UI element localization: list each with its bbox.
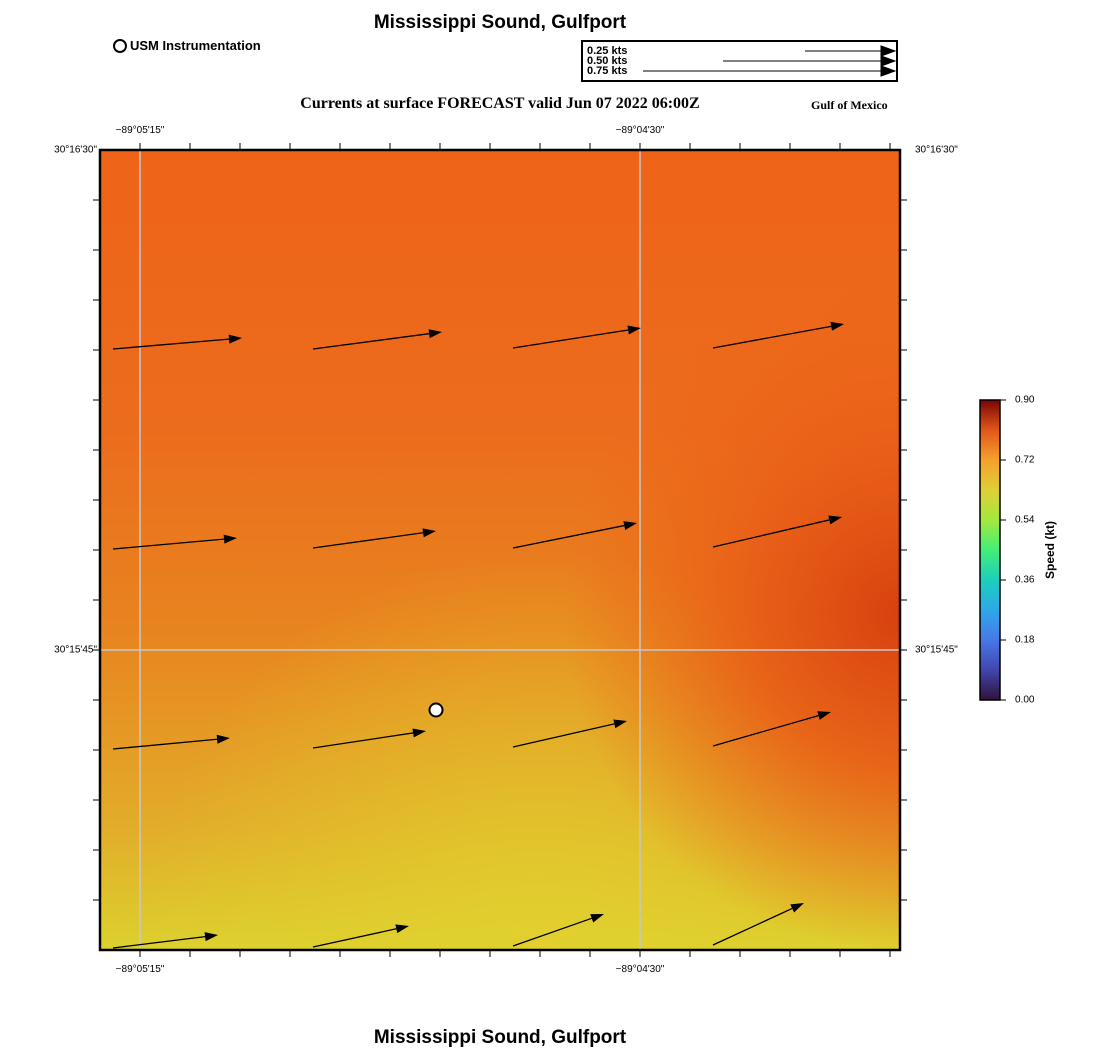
colorbar-ramp (979, 399, 1001, 701)
lon-label-top-1: −89°05'15" (115, 125, 165, 136)
current-vector-head (412, 728, 426, 738)
current-vector-shaft (512, 329, 629, 349)
current-vector-head (613, 719, 627, 729)
map-title: Mississippi Sound, Gulfport (373, 12, 627, 33)
vector-scale-arrowhead-1 (880, 45, 896, 57)
colorbar-tick-label: 0.90 (1015, 394, 1035, 406)
vector-scale-box: 0.25 kts 0.50 kts 0.75 kts (581, 40, 898, 82)
current-vector-shaft (312, 532, 424, 549)
graticule (100, 150, 900, 950)
vector-scale-label-3: 0.75 kts (587, 65, 628, 77)
lon-label-top-2: −89°04'30" (615, 125, 665, 136)
current-vector-head (216, 734, 230, 744)
current-vector-head (204, 932, 218, 942)
current-vector-head (627, 325, 641, 335)
current-vector-shaft (512, 524, 625, 549)
current-vector-head (790, 903, 804, 913)
station-legend-label: USM Instrumentation (130, 38, 261, 53)
lat-label-left-2: 30°15'45" (54, 644, 97, 656)
vector-scale-arrowhead-3 (880, 65, 896, 77)
colorbar-tick-label: 0.00 (1015, 694, 1035, 706)
speed-field (100, 150, 900, 950)
current-vector-shaft (712, 714, 819, 747)
current-vector-head (623, 521, 637, 530)
colorbar-title: Speed (kt) (1043, 520, 1057, 580)
current-vector-head (422, 528, 436, 538)
current-vector-head (817, 711, 831, 720)
current-vector-shaft (712, 907, 793, 946)
current-vector-head (428, 329, 442, 339)
current-vectors (112, 321, 844, 949)
current-vector-shaft (712, 519, 830, 548)
lon-label-bottom-1: −89°05'15" (115, 964, 165, 975)
current-vector-shaft (112, 738, 218, 750)
usm-station-marker (428, 702, 444, 718)
colorbar-tick-label: 0.36 (1015, 574, 1035, 586)
station-marker-icon (113, 38, 127, 53)
vector-scale-arrows (643, 45, 896, 77)
lat-label-left-1: 30°16'30" (54, 144, 97, 156)
region-label: Gulf of Mexico (811, 98, 888, 112)
current-vector-head (830, 321, 844, 331)
current-vector-shaft (112, 935, 206, 949)
forecast-subtitle: Currents at surface FORECAST valid Jun 0… (300, 95, 700, 112)
current-vector-shaft (312, 928, 397, 948)
current-vector-shaft (512, 723, 615, 748)
current-speed-map (93, 143, 907, 957)
vector-scale-label-1: 0.25 kts (587, 45, 628, 57)
vector-scale-label-2: 0.50 kts (587, 55, 628, 67)
station-legend: USM Instrumentation (113, 38, 261, 53)
current-vector-shaft (512, 917, 592, 947)
colorbar-ticks (1000, 399, 1006, 701)
current-vector-head (223, 534, 237, 544)
lat-label-right-1: 30°16'30" (915, 144, 958, 156)
colorbar-tick-label: 0.72 (1015, 454, 1035, 466)
lat-label-right-2: 30°15'45" (915, 644, 958, 656)
lon-label-bottom-2: −89°04'30" (615, 964, 665, 975)
current-vector-shaft (312, 732, 414, 749)
footer-title: Mississippi Sound, Gulfport (373, 1027, 627, 1048)
vector-scale-arrowhead-2 (880, 55, 896, 67)
current-vector-shaft (712, 325, 832, 349)
current-vector-shaft (312, 333, 430, 350)
current-vector-head (395, 924, 409, 934)
map-frame (98, 148, 902, 952)
current-vector-head (590, 914, 604, 923)
current-vector-shaft (112, 538, 225, 550)
colorbar-tick-label: 0.54 (1015, 514, 1035, 526)
speed-colorbar (979, 399, 1006, 701)
current-vector-head (228, 334, 242, 344)
current-vector-head (828, 515, 842, 525)
colorbar-tick-label: 0.18 (1015, 634, 1035, 646)
current-vector-shaft (112, 338, 230, 350)
